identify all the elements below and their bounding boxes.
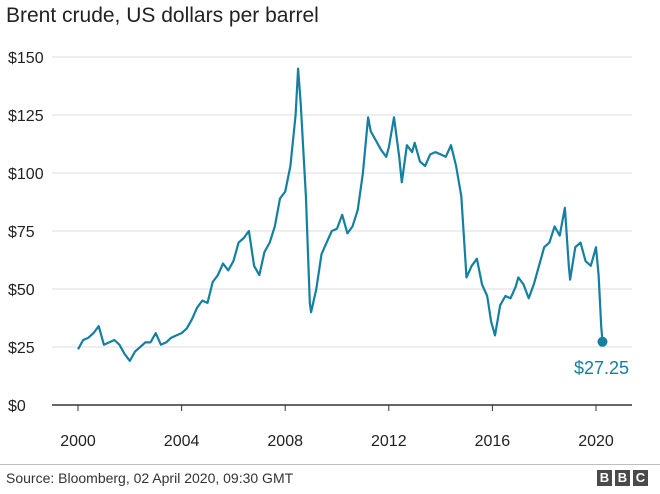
x-axis-ticks: 2000 2004 2008 2012 2016 2020: [60, 405, 614, 450]
x-tick-label: 2004: [164, 433, 200, 450]
x-tick-label: 2000: [60, 433, 96, 450]
gridlines: [52, 56, 632, 406]
bbc-logo: B B C: [597, 470, 648, 486]
latest-value-label: $27.25: [574, 358, 629, 378]
bbc-logo-letter: C: [633, 470, 648, 486]
x-tick-label: 2020: [578, 433, 614, 450]
bbc-logo-letter: B: [597, 470, 612, 486]
y-tick-label: $125: [8, 108, 44, 125]
y-tick-label: $25: [8, 340, 35, 357]
brent-price-line: [77, 67, 604, 362]
chart-title: Brent crude, US dollars per barrel: [6, 4, 319, 27]
source-note: Source: Bloomberg, 02 April 2020, 09:30 …: [6, 470, 294, 486]
x-tick-label: 2012: [371, 433, 407, 450]
y-tick-label: $75: [8, 224, 35, 241]
footer-divider: [0, 464, 660, 465]
latest-value-marker: [597, 336, 608, 347]
y-tick-label: $0: [8, 398, 26, 415]
y-tick-label: $150: [8, 50, 44, 67]
y-tick-label: $100: [8, 166, 44, 183]
bbc-logo-letter: B: [615, 470, 630, 486]
y-tick-label: $50: [8, 282, 35, 299]
y-axis-ticks: $0 $25 $50 $75 $100 $125 $150: [8, 50, 44, 415]
x-tick-label: 2008: [267, 433, 303, 450]
x-tick-label: 2016: [475, 433, 511, 450]
